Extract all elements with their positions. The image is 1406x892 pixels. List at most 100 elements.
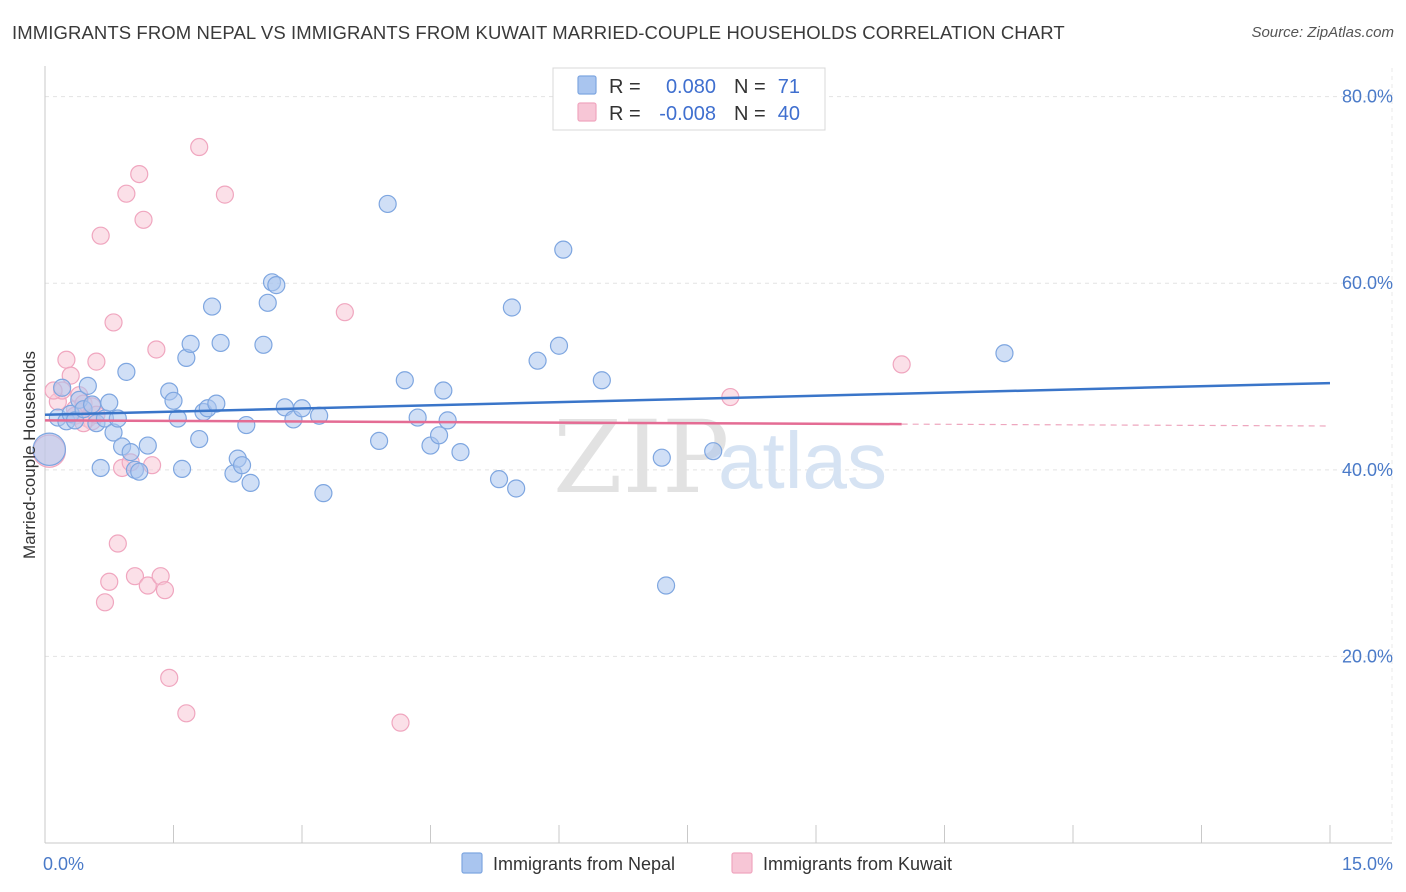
kuwait-point — [108, 534, 127, 553]
legend-r-value-nepal: 0.080 — [666, 76, 716, 98]
kuwait-point — [155, 581, 175, 600]
y-tick-label: 60.0% — [1342, 273, 1393, 293]
nepal-point — [395, 371, 414, 390]
legend: R = 0.080 N = 71 R = -0.008 N = 40 — [552, 67, 826, 131]
nepal-point — [207, 394, 226, 413]
nepal-point — [502, 298, 521, 317]
nepal-point — [53, 378, 72, 397]
x-tick-labels: 0.0% 15.0% — [43, 854, 1393, 874]
watermark-zip: ZIP — [553, 399, 729, 516]
nepal-point — [258, 293, 277, 312]
nepal-point — [181, 334, 200, 353]
kuwait-point — [391, 713, 410, 732]
bottom-legend-swatch-nepal — [461, 852, 483, 874]
nepal-point — [83, 395, 102, 414]
y-tick-label: 20.0% — [1342, 646, 1393, 666]
nepal-point — [168, 409, 187, 428]
legend-n-value-nepal: 71 — [778, 76, 800, 98]
legend-swatch-nepal — [577, 75, 597, 95]
y-tick-label: 40.0% — [1342, 460, 1393, 480]
watermark: ZIP atlas — [553, 399, 887, 516]
kuwait-point — [95, 593, 115, 612]
chart-title: IMMIGRANTS FROM NEPAL VS IMMIGRANTS FROM… — [12, 22, 1065, 43]
kuwait-point — [215, 185, 234, 204]
nepal-point — [507, 479, 526, 498]
nepal-point — [704, 442, 723, 461]
nepal-point — [554, 240, 573, 259]
legend-r-label-nepal: R = — [609, 76, 641, 98]
nepal-point — [429, 426, 449, 445]
bottom-legend-label-kuwait: Immigrants from Kuwait — [763, 854, 952, 874]
y-tick-label: 80.0% — [1342, 87, 1393, 107]
nepal-trend-line — [44, 381, 1331, 417]
kuwait-point — [147, 340, 166, 359]
kuwait-point — [57, 350, 76, 369]
nepal-point — [91, 458, 110, 478]
nepal-point — [408, 408, 427, 427]
nepal-point — [489, 470, 509, 489]
nepal-point — [237, 415, 256, 435]
x-tick-label-left: 0.0% — [43, 854, 84, 874]
nepal-point — [172, 459, 192, 478]
kuwait-point — [91, 226, 110, 245]
nepal-point — [78, 376, 97, 395]
nepal-point — [100, 393, 119, 412]
bottom-legend: Immigrants from Nepal Immigrants from Ku… — [461, 852, 952, 874]
nepal-point — [211, 333, 230, 353]
nepal-point — [190, 429, 209, 449]
y-axis-label: Married-couple Households — [20, 351, 39, 559]
nepal-point — [528, 351, 547, 370]
y-tick-labels: 20.0% 40.0% 60.0% 80.0% — [1342, 87, 1393, 667]
nepal-point — [32, 432, 67, 467]
x-tick-label-right: 15.0% — [1342, 854, 1393, 874]
kuwait-point — [117, 184, 136, 203]
kuwait-point — [134, 210, 153, 229]
nepal-point — [232, 456, 252, 475]
kuwait-point — [190, 137, 209, 157]
nepal-point — [117, 362, 136, 381]
kuwait-point — [130, 164, 149, 184]
nepal-point — [438, 411, 457, 430]
nepal-point — [549, 336, 569, 355]
source-label: Source: ZipAtlas.com — [1251, 24, 1394, 41]
legend-r-value-kuwait: -0.008 — [659, 103, 716, 125]
legend-r-label-kuwait: R = — [609, 103, 641, 125]
trend-lines — [44, 381, 1331, 427]
nepal-point — [434, 381, 453, 400]
legend-n-label-kuwait: N = — [734, 103, 766, 125]
watermark-atlas: atlas — [718, 416, 887, 505]
nepal-point — [995, 344, 1014, 363]
kuwait-point — [177, 704, 196, 723]
legend-n-label-nepal: N = — [734, 76, 766, 98]
nepal-point — [254, 335, 273, 354]
kuwait-point — [335, 303, 354, 322]
kuwait-trend-line — [44, 419, 902, 426]
kuwait-point — [100, 572, 119, 591]
nepal-point — [267, 276, 286, 295]
nepal-point — [121, 443, 140, 462]
nepal-point — [378, 194, 397, 214]
nepal-point — [370, 431, 389, 451]
nepal-point — [130, 462, 149, 481]
nepal-point — [451, 443, 470, 462]
nepal-point — [241, 473, 260, 492]
kuwait-point — [138, 576, 157, 595]
legend-swatch-kuwait — [577, 102, 597, 122]
nepal-point — [652, 448, 671, 467]
legend-box — [552, 67, 826, 131]
kuwait-point — [160, 668, 179, 687]
nepal-point — [656, 576, 676, 595]
bottom-legend-label-nepal: Immigrants from Nepal — [493, 854, 675, 874]
legend-n-value-kuwait: 40 — [778, 103, 800, 125]
kuwait-point — [125, 567, 145, 586]
kuwait-point — [892, 355, 911, 374]
nepal-point — [314, 484, 333, 503]
kuwait-point — [87, 352, 106, 371]
kuwait-trend-line-extension — [901, 423, 1331, 427]
bottom-legend-swatch-kuwait — [731, 852, 753, 874]
nepal-point — [202, 297, 222, 316]
nepal-point — [164, 391, 183, 410]
nepal-point — [592, 371, 611, 390]
kuwait-point — [104, 313, 123, 332]
